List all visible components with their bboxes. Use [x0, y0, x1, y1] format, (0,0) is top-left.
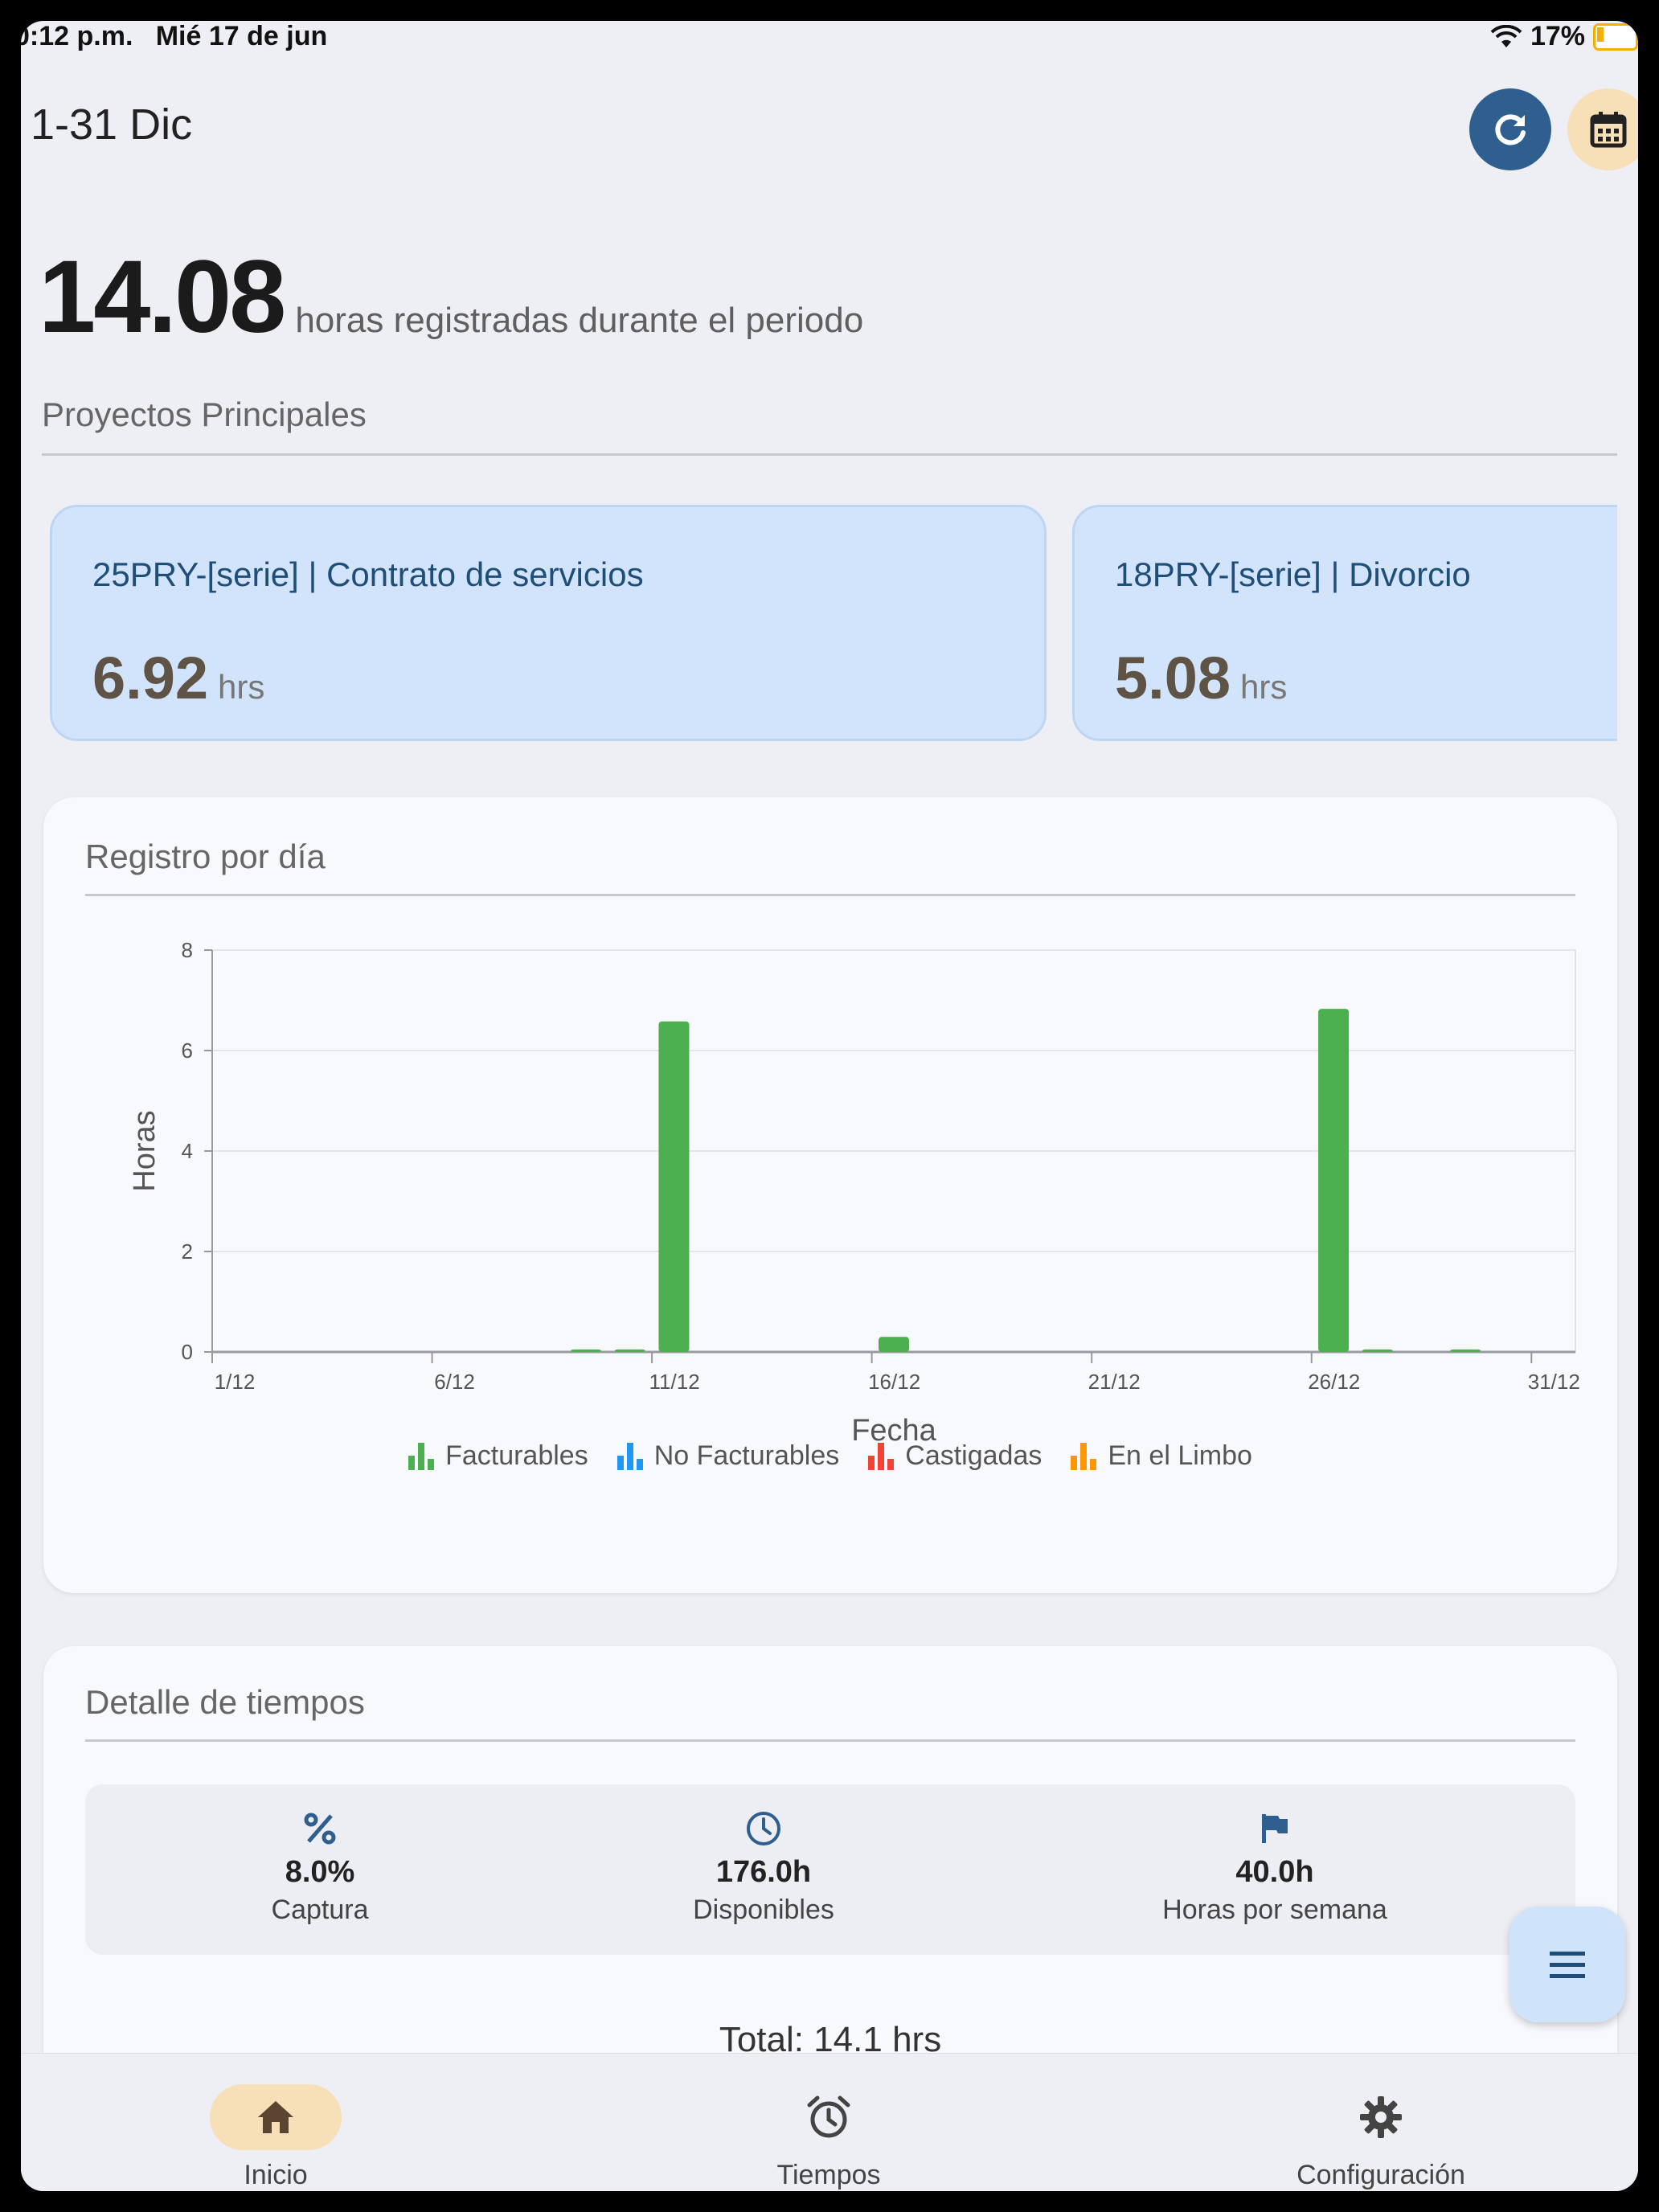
stat-weekly-hours: 40.0h Horas por semana [1114, 1809, 1436, 1926]
x-tick-label: 16/12 [868, 1370, 920, 1394]
y-tick-label: 6 [182, 1038, 193, 1063]
y-axis-label: Horas [128, 1110, 162, 1191]
bottom-navigation: Inicio Tiempos Configuración [21, 2053, 1638, 2191]
stat-capture: 8.0% Captura [159, 1809, 481, 1926]
total-hours-caption: horas registradas durante el periodo [295, 301, 864, 340]
wifi-icon [1490, 24, 1522, 47]
legend-label: En el Limbo [1108, 1440, 1252, 1471]
legend-item[interactable]: En el Limbo [1071, 1440, 1252, 1472]
project-hours-unit: hrs [218, 668, 265, 706]
x-tick-label: 26/12 [1308, 1370, 1360, 1394]
y-tick-label: 0 [182, 1340, 193, 1364]
total-hours-value: 14.08 [39, 240, 286, 354]
nav-item-configuracion[interactable]: Configuración [1220, 2084, 1542, 2191]
bar [1450, 1349, 1481, 1352]
daily-bar-chart: 0 2 4 6 8 1/12 6/12 11/12 16/12 21/12 26/12 31/12 Fe… [128, 938, 1580, 1448]
bar [614, 1349, 645, 1352]
menu-fab-button[interactable] [1509, 1907, 1625, 2022]
status-time: 0:12 p.m. Mié 17 de jun [21, 21, 328, 51]
nav-label: Tiempos [776, 2160, 881, 2190]
chart-legend: Facturables No Facturables Castigadas En el… [43, 1440, 1617, 1472]
time-details-divider [85, 1739, 1575, 1742]
hours-summary: 14.08 horas registradas durante el perio… [39, 238, 863, 356]
x-axis-label: Fecha [851, 1414, 936, 1448]
time-details-title: Detalle de tiempos [85, 1683, 365, 1721]
nav-label: Inicio [244, 2160, 308, 2190]
status-bar: 0:12 p.m. Mié 17 de jun 17% [21, 21, 1638, 69]
bar [571, 1349, 602, 1352]
flag-icon [1262, 1814, 1288, 1843]
bar-chart-icon [868, 1442, 895, 1470]
nav-item-inicio[interactable]: Inicio [115, 2084, 436, 2191]
gear-icon [1360, 2096, 1402, 2138]
battery-icon [1593, 23, 1638, 51]
legend-item[interactable]: Castigadas [868, 1440, 1042, 1472]
time-details-card: Detalle de tiempos 8.0% Captura 176.0h D… [43, 1646, 1617, 2096]
bar [1362, 1349, 1393, 1352]
stat-label: Disponibles [693, 1895, 834, 1925]
project-name: 25PRY-[serie] | Contrato de servicios [92, 555, 644, 593]
legend-label: Castigadas [905, 1440, 1043, 1471]
calendar-button[interactable] [1567, 88, 1638, 170]
nav-label: Configuración [1296, 2160, 1465, 2190]
daily-chart-card: Registro por día 0 2 4 6 8 1/12 6/12 11/12 16/12… [43, 797, 1617, 1593]
percent-icon [304, 1813, 336, 1845]
status-right: 17% [1490, 21, 1638, 52]
projects-section-title: Proyectos Principales [42, 395, 367, 433]
stat-value: 8.0% [285, 1855, 355, 1889]
project-name: 18PRY-[serie] | Divorcio [1115, 555, 1471, 593]
refresh-icon [1495, 114, 1526, 145]
nav-item-tiempos[interactable]: Tiempos [668, 2084, 989, 2191]
stat-label: Horas por semana [1162, 1895, 1387, 1925]
stat-value: 176.0h [715, 1855, 812, 1889]
menu-icon [1550, 1952, 1585, 1978]
bar [658, 1021, 690, 1352]
x-tick-label: 31/12 [1528, 1370, 1580, 1394]
x-tick-label: 6/12 [434, 1370, 475, 1394]
bar-chart-icon [408, 1442, 435, 1470]
stat-value: 40.0h [1235, 1855, 1314, 1889]
legend-item[interactable]: No Facturables [616, 1440, 840, 1472]
x-tick-label: 1/12 [215, 1370, 256, 1394]
legend-item[interactable]: Facturables [408, 1440, 588, 1472]
period-title: 1-31 Dic [31, 100, 193, 149]
calendar-icon [1590, 112, 1627, 148]
alarm-clock-icon [807, 2095, 850, 2138]
project-hours: 5.08 [1115, 645, 1231, 711]
bar [879, 1337, 909, 1352]
stats-box: 8.0% Captura 176.0h Disponibles 40.0h Ho… [85, 1784, 1575, 1955]
daily-chart-title: Registro por día [85, 838, 326, 875]
projects-divider [42, 453, 1617, 456]
project-hours-unit: hrs [1240, 668, 1288, 706]
bar-chart-icon [616, 1442, 643, 1470]
legend-label: No Facturables [653, 1440, 840, 1471]
bar-chart-icon [1071, 1442, 1097, 1470]
battery-percent: 17% [1530, 21, 1585, 51]
clock-icon [747, 1812, 780, 1845]
home-icon [258, 2101, 293, 2133]
app-screen: 0:12 p.m. Mié 17 de jun 17% 1-31 Dic 14.… [21, 21, 1638, 2191]
legend-label: Facturables [445, 1440, 588, 1471]
projects-carousel[interactable]: 25PRY-[serie] | Contrato de servicios 6.… [21, 21, 1617, 760]
daily-chart-divider [85, 894, 1575, 896]
project-card[interactable]: 25PRY-[serie] | Contrato de servicios 6.… [50, 505, 1047, 741]
stat-label: Captura [271, 1895, 369, 1925]
x-tick-label: 11/12 [649, 1370, 700, 1394]
y-tick-label: 4 [182, 1139, 193, 1163]
project-hours: 6.92 [92, 645, 209, 711]
y-tick-label: 8 [182, 938, 193, 962]
x-tick-label: 21/12 [1088, 1370, 1141, 1394]
stat-available: 176.0h Disponibles [603, 1809, 924, 1926]
y-tick-label: 2 [182, 1239, 193, 1264]
refresh-button[interactable] [1469, 88, 1551, 170]
project-card[interactable]: 18PRY-[serie] | Divorcio 5.08 hrs [1072, 505, 1617, 741]
total-hours-text: Total: 14.1 hrs [719, 2020, 942, 2059]
bar [1318, 1009, 1350, 1352]
